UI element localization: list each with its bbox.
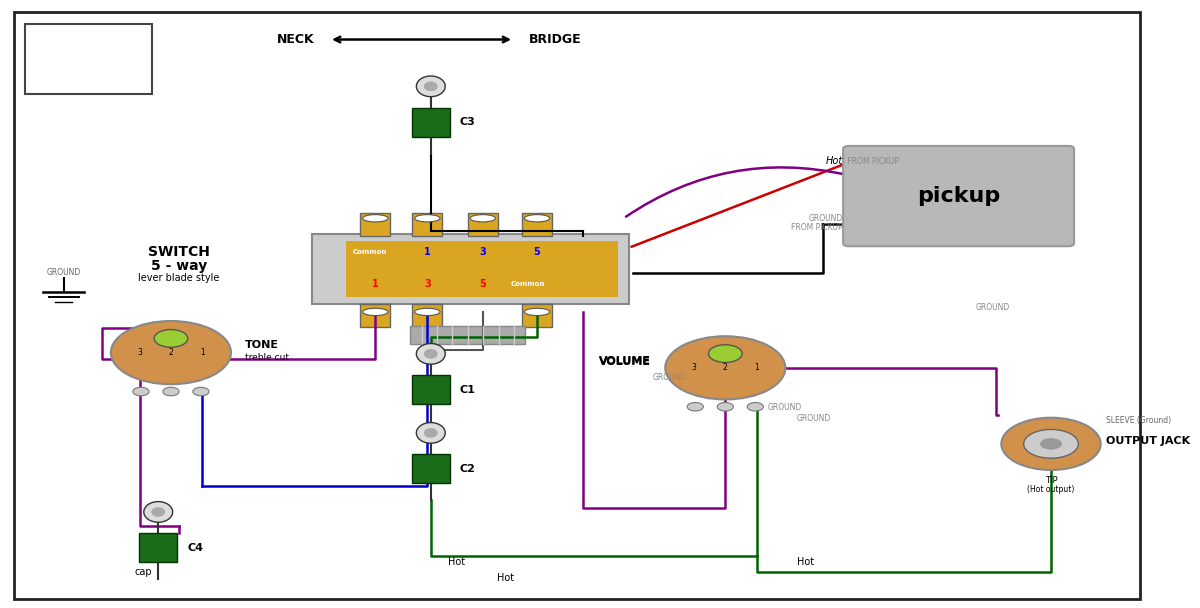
Text: Hot: Hot — [497, 573, 514, 582]
Text: C4: C4 — [187, 543, 203, 553]
Text: 1: 1 — [199, 348, 204, 357]
Text: 1: 1 — [424, 247, 431, 257]
Text: GROUND: GROUND — [768, 403, 803, 412]
Ellipse shape — [151, 507, 166, 517]
Text: lever blade style: lever blade style — [138, 274, 220, 283]
Circle shape — [708, 345, 742, 362]
Text: NECK: NECK — [276, 33, 314, 46]
Circle shape — [688, 402, 703, 411]
Text: Common: Common — [353, 249, 386, 255]
Text: 1: 1 — [754, 364, 758, 372]
FancyArrowPatch shape — [626, 167, 846, 216]
Circle shape — [193, 387, 209, 396]
Text: treble cut: treble cut — [245, 353, 289, 362]
Text: 3: 3 — [479, 247, 486, 257]
Bar — [413, 304, 443, 327]
Text: TONE: TONE — [245, 340, 278, 350]
Text: BRIDGE: BRIDGE — [529, 33, 582, 46]
Bar — [360, 213, 390, 236]
Bar — [410, 326, 526, 344]
Text: GROUND: GROUND — [653, 373, 686, 382]
Ellipse shape — [415, 215, 440, 222]
Text: C3: C3 — [460, 117, 475, 127]
Text: C1: C1 — [460, 385, 475, 395]
Bar — [347, 241, 618, 297]
Bar — [312, 234, 630, 304]
Text: (Hot output): (Hot output) — [1027, 485, 1075, 494]
Bar — [468, 213, 498, 236]
Text: TIP: TIP — [1045, 477, 1057, 485]
Ellipse shape — [362, 215, 388, 222]
Text: 3: 3 — [137, 348, 142, 357]
Circle shape — [1024, 429, 1079, 458]
Circle shape — [163, 387, 179, 396]
Text: FROM PICKUP: FROM PICKUP — [846, 157, 900, 165]
Bar — [522, 213, 552, 236]
Ellipse shape — [416, 423, 445, 443]
FancyBboxPatch shape — [844, 146, 1074, 246]
Text: Common: Common — [510, 282, 545, 288]
Ellipse shape — [415, 308, 440, 316]
Text: 1: 1 — [372, 280, 379, 289]
Bar — [522, 304, 552, 327]
Text: pickup: pickup — [917, 186, 1001, 206]
Circle shape — [133, 387, 149, 396]
Ellipse shape — [424, 428, 438, 438]
Text: 5: 5 — [534, 247, 540, 257]
Text: GROUND: GROUND — [976, 303, 1010, 312]
Text: OUTPUT JACK: OUTPUT JACK — [1106, 436, 1190, 446]
Ellipse shape — [524, 215, 550, 222]
Text: VOLUME: VOLUME — [599, 357, 652, 367]
Text: SLEEVE (Ground): SLEEVE (Ground) — [1106, 416, 1171, 425]
Text: C2: C2 — [460, 464, 475, 474]
Ellipse shape — [470, 215, 496, 222]
Ellipse shape — [424, 349, 438, 359]
Text: 3: 3 — [424, 280, 431, 289]
Text: FROM PICKUP: FROM PICKUP — [792, 224, 844, 232]
Text: 3: 3 — [691, 364, 696, 372]
Text: VOLUME: VOLUME — [599, 356, 652, 365]
Bar — [412, 375, 450, 404]
Ellipse shape — [416, 76, 445, 97]
Text: GROUND: GROUND — [809, 215, 844, 223]
Circle shape — [154, 330, 187, 347]
Ellipse shape — [144, 502, 173, 522]
Bar — [413, 213, 443, 236]
Text: 2: 2 — [168, 348, 173, 357]
Ellipse shape — [424, 81, 438, 91]
Ellipse shape — [524, 308, 550, 316]
Circle shape — [1040, 438, 1062, 449]
Circle shape — [1001, 418, 1100, 470]
Circle shape — [718, 402, 733, 411]
Circle shape — [665, 336, 785, 399]
Text: Hot: Hot — [797, 558, 814, 567]
Bar — [412, 454, 450, 483]
Ellipse shape — [416, 344, 445, 364]
Text: 5 - way: 5 - way — [151, 259, 208, 274]
Text: Hot: Hot — [826, 156, 844, 166]
Circle shape — [748, 402, 763, 411]
Bar — [412, 108, 450, 137]
Text: GROUND: GROUND — [47, 268, 80, 277]
Text: GROUND: GROUND — [797, 413, 832, 423]
Bar — [360, 304, 390, 327]
Text: cap: cap — [134, 567, 152, 576]
Text: SWITCH: SWITCH — [148, 245, 210, 260]
Bar — [25, 24, 152, 94]
Bar — [139, 533, 178, 562]
Text: 5: 5 — [479, 280, 486, 289]
Text: 2: 2 — [722, 364, 727, 372]
Ellipse shape — [362, 308, 388, 316]
Text: Hot: Hot — [448, 558, 466, 567]
Circle shape — [110, 321, 230, 384]
